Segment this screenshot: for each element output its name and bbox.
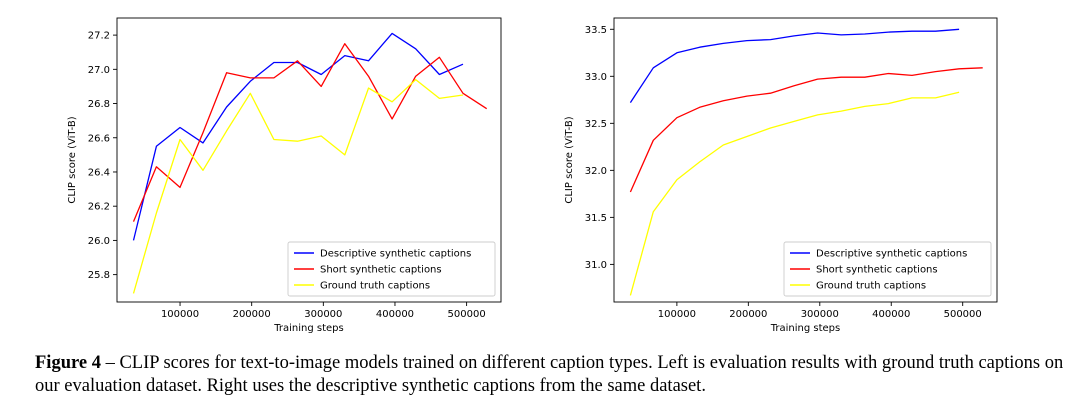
right-y-tick-label: 32.0	[585, 166, 607, 177]
right-y-tick-label: 32.5	[585, 119, 607, 130]
right-x-tick-label: 400000	[872, 309, 910, 320]
right-y-tick-label: 33.0	[585, 72, 607, 83]
right-y-axis-label: CLIP score (ViT-B)	[564, 116, 575, 203]
left-legend-box	[287, 241, 496, 297]
right-x-tick-label: 500000	[944, 309, 982, 320]
left-series-line-ground-truth-captions	[132, 78, 464, 294]
left-y-tick-label: 27.0	[88, 65, 110, 76]
left-y-tick-label: 26.0	[88, 236, 110, 247]
right-y-tick-label: 33.5	[585, 25, 607, 36]
left-chart: 100000 200000 300000 400000 500000 25.8 26.0 26…	[67, 17, 502, 334]
left-legend: Descriptive synthetic captions Short synt…	[287, 241, 496, 297]
right-chart: 100000 200000 300000 400000 500000 31.0 31.5 32…	[564, 17, 998, 334]
right-legend: Descriptive synthetic captions Short synt…	[783, 241, 992, 297]
figure-caption-text: – CLIP scores for text-to-image models t…	[35, 353, 1064, 396]
left-x-tick-label: 500000	[448, 309, 486, 320]
left-y-axis-label: CLIP score (ViT-B)	[67, 116, 78, 203]
left-y-tick-label: 26.4	[88, 167, 110, 178]
left-x-tick-label: 100000	[161, 309, 199, 320]
right-legend-label-ground-truth-captions: Ground truth captions	[816, 281, 926, 292]
right-legend-box	[783, 241, 992, 297]
left-y-tick-label: 26.6	[88, 133, 110, 144]
right-y-tick-label: 31.5	[585, 213, 607, 224]
left-series-lines	[132, 32, 488, 294]
right-x-tick-label: 300000	[801, 309, 839, 320]
left-y-axis: 25.8 26.0 26.2 26.4 26.6 26.8 27.0 27.2	[88, 31, 117, 281]
right-x-tick-label: 100000	[658, 309, 696, 320]
right-series-line-descriptive-synthetic-captions	[629, 28, 960, 103]
left-x-axis-label: Training steps	[273, 323, 343, 334]
right-legend-label-short-synthetic-captions: Short synthetic captions	[816, 265, 938, 276]
left-legend-label-short-synthetic-captions: Short synthetic captions	[320, 265, 442, 276]
left-y-tick-label: 27.2	[88, 31, 110, 42]
left-series-line-short-synthetic-captions	[132, 43, 488, 222]
right-x-axis-label: Training steps	[770, 323, 840, 334]
left-x-tick-label: 400000	[376, 309, 414, 320]
figure-caption-label: Figure 4	[35, 353, 101, 373]
right-y-axis: 31.0 31.5 32.0 32.5 33.0 33.5	[585, 25, 614, 271]
right-series-lines	[629, 28, 983, 296]
left-x-tick-label: 200000	[233, 309, 271, 320]
left-y-tick-label: 26.8	[88, 99, 110, 110]
right-series-line-ground-truth-captions	[629, 91, 960, 296]
charts-svg: 100000 200000 300000 400000 500000 25.8 26.0 26…	[67, 17, 998, 334]
right-y-tick-label: 31.0	[585, 260, 607, 271]
figure-caption: Figure 4 – CLIP scores for text-to-image…	[35, 352, 1075, 398]
right-plot-frame	[613, 17, 998, 303]
right-series-line-short-synthetic-captions	[629, 67, 983, 193]
left-y-tick-label: 26.2	[88, 202, 110, 213]
left-plot-frame	[116, 17, 502, 303]
left-x-tick-label: 300000	[304, 309, 342, 320]
left-y-tick-label: 25.8	[88, 270, 110, 281]
right-x-axis: 100000 200000 300000 400000 500000	[658, 302, 982, 320]
right-x-tick-label: 200000	[729, 309, 767, 320]
left-x-axis: 100000 200000 300000 400000 500000	[161, 302, 486, 320]
right-legend-label-descriptive-synthetic-captions: Descriptive synthetic captions	[816, 249, 967, 260]
left-legend-label-descriptive-synthetic-captions: Descriptive synthetic captions	[320, 249, 471, 260]
left-series-line-descriptive-synthetic-captions	[132, 32, 464, 241]
left-legend-label-ground-truth-captions: Ground truth captions	[320, 281, 430, 292]
